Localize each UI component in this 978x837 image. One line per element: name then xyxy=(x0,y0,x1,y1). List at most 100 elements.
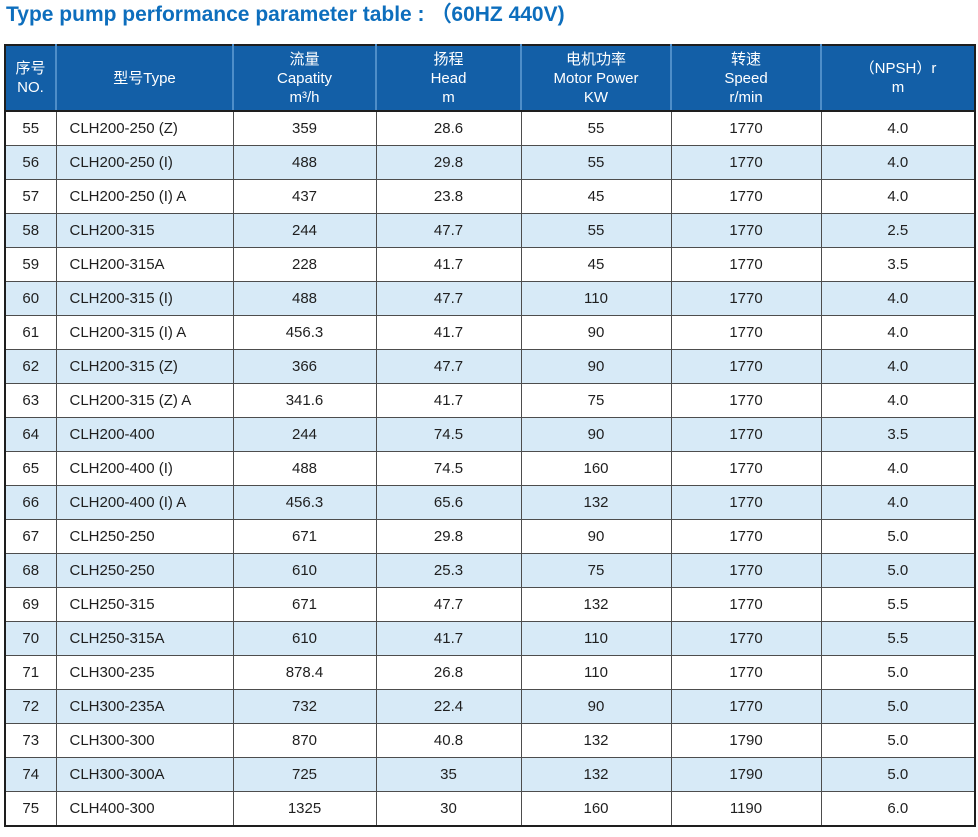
header-line: Speed xyxy=(724,69,768,87)
cell-head: 41.7 xyxy=(375,315,522,350)
header-line: m xyxy=(891,79,905,96)
cell-npsh: 4.0 xyxy=(820,315,976,350)
cell-type: CLH200-400 (I) xyxy=(55,451,234,486)
cell-no: 55 xyxy=(4,110,57,146)
cell-head: 29.8 xyxy=(375,519,522,554)
cell-head: 28.6 xyxy=(375,110,522,146)
cell-head: 74.5 xyxy=(375,417,522,452)
cell-npsh: 2.5 xyxy=(820,213,976,248)
cell-speed: 1770 xyxy=(670,689,822,724)
header-line: （NPSH）r xyxy=(859,60,937,77)
cell-capacity: 878.4 xyxy=(232,655,377,690)
cell-motor-power: 160 xyxy=(520,791,672,827)
cell-capacity: 488 xyxy=(232,281,377,316)
cell-type: CLH200-315 (Z) xyxy=(55,349,234,384)
cell-motor-power: 55 xyxy=(520,110,672,146)
header-line: 扬程 xyxy=(433,50,464,68)
header-cell-head: 扬程 Head m xyxy=(375,45,521,112)
header-line: Motor Power xyxy=(553,69,639,87)
cell-type: CLH300-235 xyxy=(55,655,234,690)
table-row: 69 CLH250-315 671 47.7 132 1770 5.5 xyxy=(4,587,976,622)
table-row: 65 CLH200-400 (I) 488 74.5 160 1770 4.0 xyxy=(4,451,976,486)
cell-speed: 1770 xyxy=(670,485,822,520)
cell-type: CLH200-250 (I) A xyxy=(55,179,234,214)
cell-npsh: 5.0 xyxy=(820,519,976,554)
cell-capacity: 437 xyxy=(232,179,377,214)
cell-no: 64 xyxy=(4,417,57,452)
cell-capacity: 359 xyxy=(232,110,377,146)
cell-motor-power: 55 xyxy=(520,145,672,180)
cell-head: 41.7 xyxy=(375,247,522,282)
cell-head: 26.8 xyxy=(375,655,522,690)
cell-type: CLH200-315 (I) A xyxy=(55,315,234,350)
cell-capacity: 671 xyxy=(232,587,377,622)
cell-type: CLH200-315 (Z) A xyxy=(55,383,234,418)
cell-npsh: 5.0 xyxy=(820,655,976,690)
cell-npsh: 4.0 xyxy=(820,349,976,384)
cell-head: 23.8 xyxy=(375,179,522,214)
cell-npsh: 4.0 xyxy=(820,145,976,180)
cell-capacity: 228 xyxy=(232,247,377,282)
table-row: 62 CLH200-315 (Z) 366 47.7 90 1770 4.0 xyxy=(4,349,976,384)
cell-npsh: 6.0 xyxy=(820,791,976,827)
header-line: Head xyxy=(430,69,467,87)
cell-npsh: 4.0 xyxy=(820,110,976,146)
table-row: 66 CLH200-400 (I) A 456.3 65.6 132 1770 4.0 xyxy=(4,485,976,520)
cell-speed: 1770 xyxy=(670,213,822,248)
cell-speed: 1770 xyxy=(670,281,822,316)
cell-speed: 1190 xyxy=(670,791,822,827)
cell-head: 40.8 xyxy=(375,723,522,758)
cell-no: 62 xyxy=(4,349,57,384)
cell-speed: 1790 xyxy=(670,723,822,758)
cell-head: 65.6 xyxy=(375,485,522,520)
cell-no: 66 xyxy=(4,485,57,520)
page-title: Type pump performance parameter table : … xyxy=(6,3,565,26)
pump-performance-table: 序号 NO. 型号Type 流量 Capatity m³/h 扬程 Head m 电机功率 Moto… xyxy=(4,44,976,827)
header-line: 序号 xyxy=(15,60,46,77)
cell-no: 63 xyxy=(4,383,57,418)
cell-no: 68 xyxy=(4,553,57,588)
table-row: 68 CLH250-250 610 25.3 75 1770 5.0 xyxy=(4,553,976,588)
table-row: 61 CLH200-315 (I) A 456.3 41.7 90 1770 4.0 xyxy=(4,315,976,350)
cell-motor-power: 45 xyxy=(520,247,672,282)
cell-motor-power: 110 xyxy=(520,281,672,316)
header-line: 型号Type xyxy=(113,69,176,87)
header-line: 转速 xyxy=(730,50,761,68)
cell-capacity: 244 xyxy=(232,213,377,248)
table-row: 74 CLH300-300A 725 35 132 1790 5.0 xyxy=(4,757,976,792)
cell-motor-power: 45 xyxy=(520,179,672,214)
cell-capacity: 610 xyxy=(232,621,377,656)
cell-npsh: 4.0 xyxy=(820,281,976,316)
cell-speed: 1770 xyxy=(670,349,822,384)
cell-speed: 1770 xyxy=(670,247,822,282)
cell-speed: 1770 xyxy=(670,655,822,690)
cell-motor-power: 132 xyxy=(520,757,672,792)
cell-no: 65 xyxy=(4,451,57,486)
cell-npsh: 4.0 xyxy=(820,383,976,418)
table-row: 75 CLH400-300 1325 30 160 1190 6.0 xyxy=(4,791,976,827)
cell-type: CLH250-315A xyxy=(55,621,234,656)
cell-motor-power: 90 xyxy=(520,689,672,724)
cell-npsh: 4.0 xyxy=(820,179,976,214)
cell-motor-power: 110 xyxy=(520,655,672,690)
cell-type: CLH250-250 xyxy=(55,553,234,588)
cell-type: CLH200-315 xyxy=(55,213,234,248)
cell-head: 74.5 xyxy=(375,451,522,486)
cell-capacity: 456.3 xyxy=(232,485,377,520)
header-line: r/min xyxy=(729,88,763,106)
cell-no: 74 xyxy=(4,757,57,792)
cell-motor-power: 90 xyxy=(520,519,672,554)
cell-speed: 1790 xyxy=(670,757,822,792)
cell-speed: 1770 xyxy=(670,519,822,554)
cell-head: 41.7 xyxy=(375,383,522,418)
cell-npsh: 5.5 xyxy=(820,621,976,656)
cell-type: CLH300-235A xyxy=(55,689,234,724)
header-cell-capacity: 流量 Capatity m³/h xyxy=(232,45,376,112)
cell-head: 47.7 xyxy=(375,213,522,248)
cell-speed: 1770 xyxy=(670,179,822,214)
cell-speed: 1770 xyxy=(670,383,822,418)
cell-motor-power: 132 xyxy=(520,587,672,622)
table-row: 72 CLH300-235A 732 22.4 90 1770 5.0 xyxy=(4,689,976,724)
cell-npsh: 4.0 xyxy=(820,485,976,520)
